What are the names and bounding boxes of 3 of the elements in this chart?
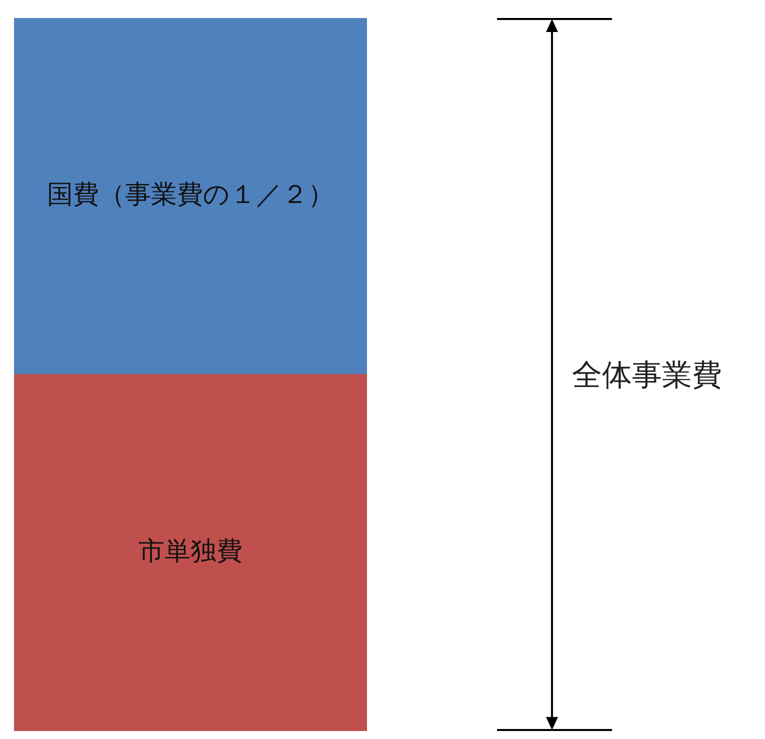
text: 全体事業費 xyxy=(572,356,722,394)
series-label: 市単独費 xyxy=(138,536,242,566)
series-label: 国費（事業費の１／２） xyxy=(47,180,334,210)
